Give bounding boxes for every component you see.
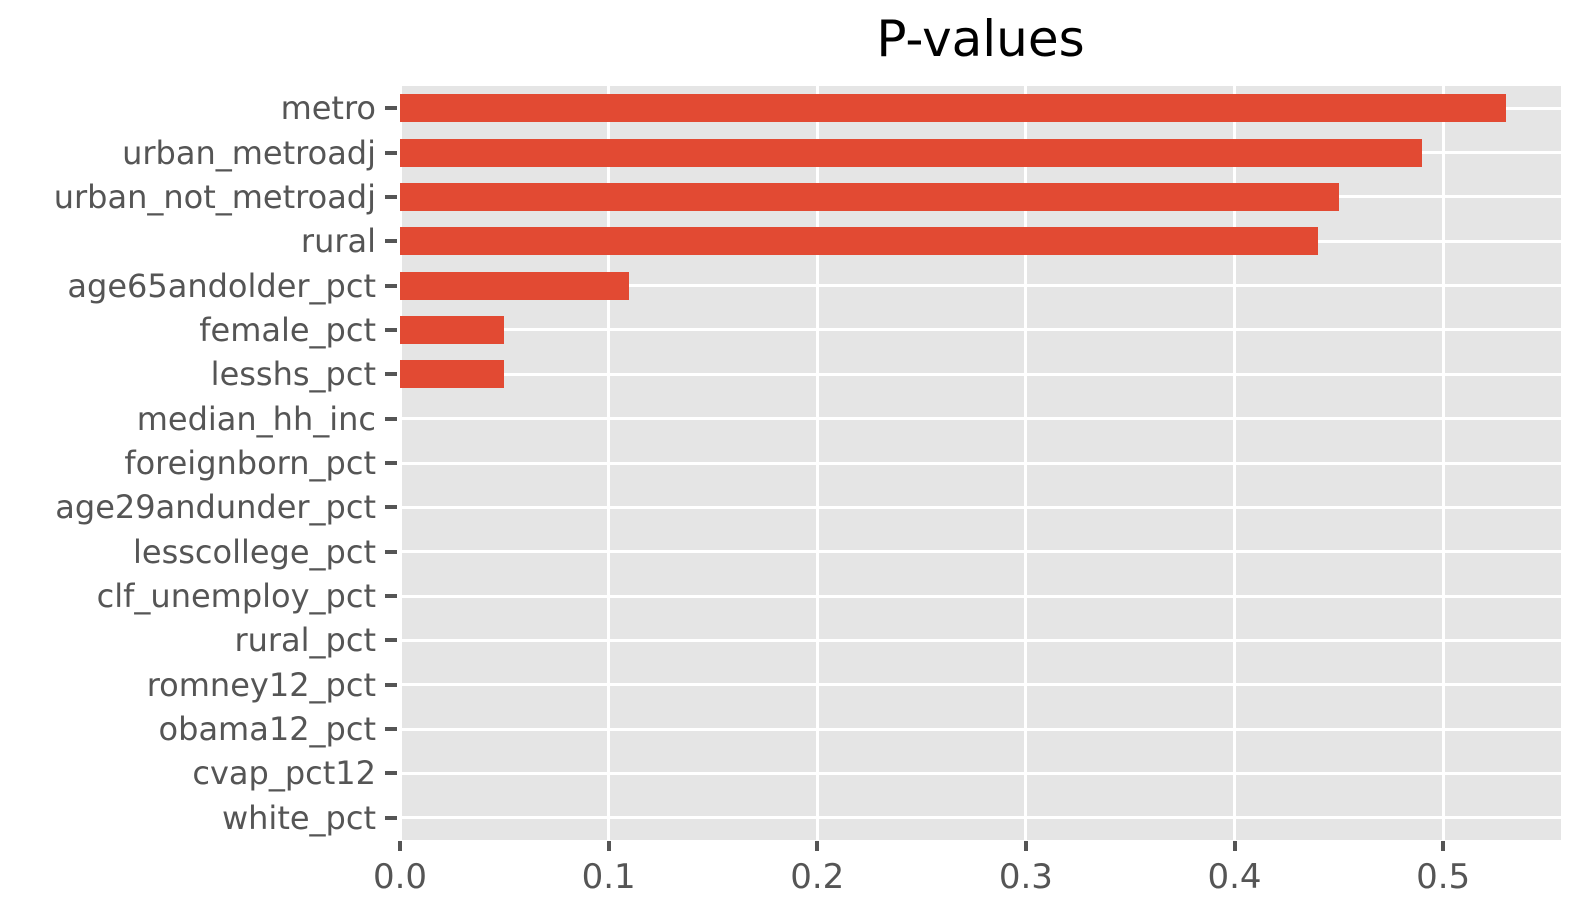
- gridline-horizontal: [400, 594, 1561, 598]
- y-tick-mark: [385, 150, 397, 155]
- y-tick-label: lesshs_pct: [210, 355, 376, 394]
- y-tick-label: cvap_pct12: [192, 754, 376, 793]
- y-tick-label: white_pct: [221, 798, 376, 837]
- plot-area: [400, 86, 1561, 840]
- y-tick-mark: [385, 194, 397, 199]
- y-tick-mark: [385, 327, 397, 332]
- gridline-horizontal: [400, 771, 1561, 775]
- x-tick-mark: [815, 841, 820, 851]
- gridline-horizontal: [400, 816, 1561, 820]
- x-tick-mark: [398, 841, 402, 851]
- y-tick-mark: [385, 727, 397, 732]
- gridline-vertical: [1233, 86, 1236, 840]
- gridline-vertical: [815, 86, 819, 840]
- gridline-horizontal: [400, 683, 1561, 687]
- gridline-horizontal: [400, 505, 1561, 509]
- y-tick-label: obama12_pct: [158, 710, 376, 749]
- y-tick-label: female_pct: [199, 310, 376, 349]
- gridline-horizontal: [400, 550, 1561, 554]
- bar-rural: [400, 227, 1318, 256]
- x-tick-label: 0.1: [581, 857, 636, 897]
- x-tick-mark: [606, 841, 611, 851]
- y-tick-mark: [385, 594, 397, 599]
- y-tick-label: lesscollege_pct: [132, 532, 376, 571]
- y-tick-label: foreignborn_pct: [124, 444, 376, 482]
- gridline-horizontal: [400, 461, 1561, 465]
- y-tick-mark: [385, 549, 397, 554]
- y-tick-label: urban_not_metroadj: [53, 177, 376, 216]
- x-tick-label: 0.3: [998, 857, 1053, 897]
- gridline-horizontal: [400, 284, 1561, 288]
- y-tick-label: urban_metroadj: [122, 133, 376, 172]
- y-tick-label: rural: [300, 222, 376, 261]
- y-tick-mark: [385, 505, 397, 510]
- x-tick-label: 0.0: [372, 857, 428, 897]
- bar-lesshs_pct: [400, 360, 505, 389]
- y-tick-label: romney12_pct: [146, 665, 376, 704]
- gridline-vertical: [400, 86, 402, 840]
- x-tick-mark: [1232, 841, 1237, 851]
- y-tick-mark: [385, 771, 397, 776]
- y-tick-label: age65andolder_pct: [67, 266, 376, 305]
- y-tick-mark: [385, 638, 397, 643]
- y-tick-label: median_hh_inc: [136, 399, 376, 438]
- y-tick-mark: [385, 461, 397, 465]
- y-tick-mark: [385, 815, 397, 820]
- y-tick-label: rural_pct: [234, 621, 376, 660]
- gridline-vertical: [1441, 86, 1445, 840]
- x-tick-label: 0.4: [1207, 857, 1262, 897]
- y-tick-mark: [385, 416, 397, 421]
- y-tick-mark: [385, 106, 397, 111]
- bar-urban_not_metroadj: [400, 182, 1339, 211]
- gridline-horizontal: [400, 417, 1561, 421]
- x-tick-label: 0.2: [790, 857, 845, 897]
- y-tick-mark: [385, 682, 397, 687]
- gridline-vertical: [1024, 86, 1028, 840]
- chart-title: P-values: [876, 10, 1085, 68]
- y-tick-label: age29andunder_pct: [55, 488, 376, 527]
- y-tick-mark: [385, 283, 397, 288]
- bar-age65andolder_pct: [400, 271, 630, 300]
- gridline-horizontal: [400, 372, 1561, 376]
- x-tick-label: 0.5: [1416, 857, 1471, 897]
- gridline-vertical: [607, 86, 611, 840]
- gridline-horizontal: [400, 328, 1561, 332]
- y-tick-mark: [385, 372, 397, 377]
- y-tick-label: metro: [280, 89, 376, 128]
- y-tick-label: clf_unemploy_pct: [96, 577, 376, 616]
- bar-female_pct: [400, 315, 505, 344]
- gridline-horizontal: [400, 727, 1561, 731]
- bar-metro: [400, 94, 1506, 123]
- x-tick-mark: [1441, 841, 1446, 851]
- x-tick-mark: [1023, 841, 1028, 851]
- bar-urban_metroadj: [400, 138, 1423, 167]
- y-tick-mark: [385, 239, 397, 244]
- gridline-horizontal: [400, 638, 1561, 642]
